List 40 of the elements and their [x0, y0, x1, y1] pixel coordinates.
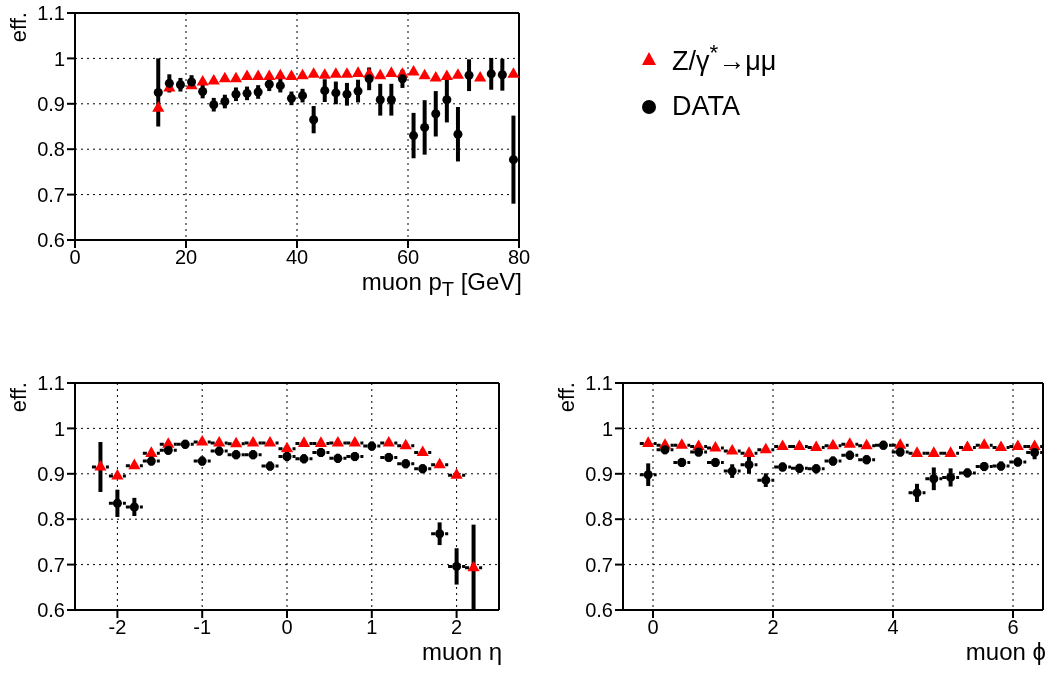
x-tick-label: 4	[887, 616, 899, 639]
x-tick-label: 6	[1007, 616, 1019, 639]
x-tick-label: 1	[366, 616, 378, 639]
y-tick-label: 0.9	[585, 462, 613, 485]
y-tick-label: 1	[53, 417, 65, 440]
y-axis-title: eff.	[6, 382, 32, 413]
y-tick-label: 0.7	[585, 553, 613, 576]
y-tick-label: 1.1	[585, 372, 613, 395]
x-axis-title: muon ϕ	[965, 638, 1046, 666]
x-tick-label: -2	[108, 616, 127, 639]
x-tick-label: 2	[767, 616, 779, 639]
legend-label: Z/γ$^{*}$→μμ	[672, 40, 777, 77]
x-tick-label: 2	[451, 616, 463, 639]
y-axis-title: eff.	[554, 382, 580, 413]
x-tick-label: 0	[69, 246, 81, 269]
legend-label: DATA	[672, 91, 741, 122]
x-tick-label: 0	[647, 616, 659, 639]
y-tick-label: 0.9	[37, 92, 65, 115]
y-tick-label: 0.6	[585, 599, 613, 622]
y-tick-label: 1	[601, 417, 613, 440]
y-tick-label: 0.8	[585, 508, 613, 531]
x-tick-label: 40	[285, 246, 309, 269]
y-tick-label: 0.8	[37, 508, 65, 531]
x-axis-title: muon p$_{T}$ [GeV]	[361, 268, 522, 301]
x-tick-label: -1	[193, 616, 212, 639]
y-tick-label: 1.1	[37, 2, 65, 25]
y-tick-label: 0.6	[37, 229, 65, 252]
y-tick-label: 0.7	[37, 183, 65, 206]
y-tick-label: 0.7	[37, 553, 65, 576]
x-tick-label: 0	[281, 616, 293, 639]
y-tick-label: 1.1	[37, 372, 65, 395]
y-tick-label: 0.6	[37, 599, 65, 622]
x-tick-label: 20	[174, 246, 198, 269]
y-axis-title: eff.	[6, 12, 32, 43]
y-tick-label: 1	[53, 47, 65, 70]
y-tick-label: 0.8	[37, 138, 65, 161]
x-tick-label: 60	[396, 246, 420, 269]
x-tick-label: 80	[507, 246, 531, 269]
y-tick-label: 0.9	[37, 462, 65, 485]
x-axis-title: muon η	[421, 638, 502, 666]
